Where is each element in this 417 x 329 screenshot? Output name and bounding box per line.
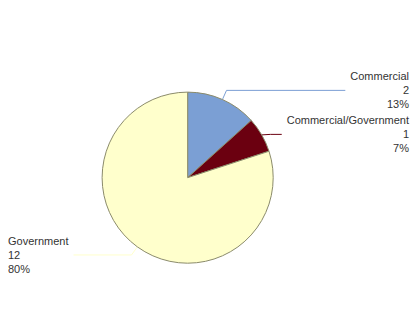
svg-text:7%: 7% — [393, 142, 409, 154]
svg-text:Government: Government — [8, 235, 69, 247]
svg-text:Commercial: Commercial — [350, 70, 409, 82]
svg-text:12: 12 — [8, 249, 20, 261]
svg-text:2: 2 — [403, 84, 409, 96]
svg-text:80%: 80% — [8, 263, 30, 275]
svg-text:Commercial/Government: Commercial/Government — [287, 114, 409, 126]
svg-text:13%: 13% — [387, 98, 409, 110]
svg-text:1: 1 — [403, 128, 409, 140]
